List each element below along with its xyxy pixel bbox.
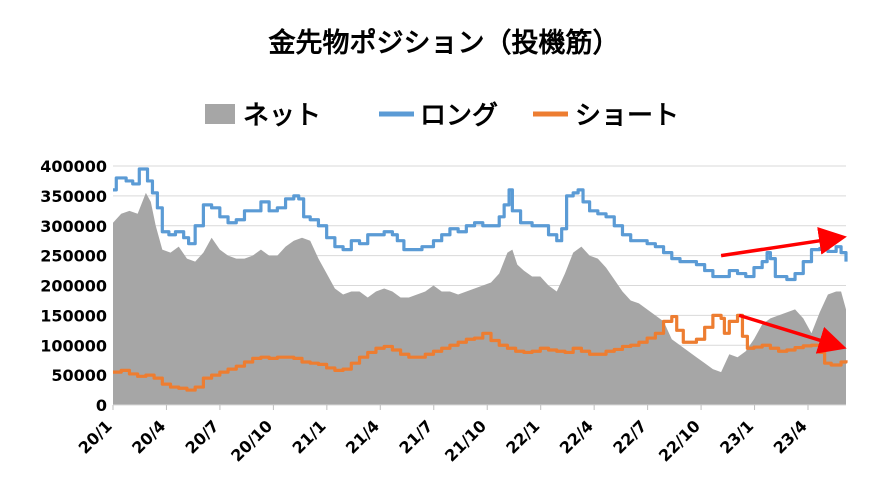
x-tick-label: 22/7 [609, 416, 650, 457]
y-tick-label: 350000 [40, 187, 107, 206]
y-tick-label: 300000 [40, 217, 107, 236]
x-tick-label: 23/4 [770, 416, 811, 457]
y-axis-ticks: 400000 350000 300000 250000 200000 150000 1000… [40, 157, 107, 415]
net-area [113, 192, 846, 405]
x-tick-label: 20/1 [75, 416, 116, 457]
x-tick-label: 21/1 [288, 416, 329, 457]
y-tick-label: 100000 [40, 336, 107, 355]
trend-arrow [738, 313, 847, 354]
legend-label-long: ロング [420, 101, 498, 131]
legend-label-net: ネット [243, 101, 321, 131]
legend-label-short: ショート [575, 101, 679, 131]
y-tick-label: 50000 [51, 366, 107, 385]
y-tick-label: 0 [96, 396, 107, 415]
x-tick-label: 20/7 [182, 416, 223, 457]
x-tick-label: 22/4 [556, 416, 597, 457]
x-tick-label: 20/4 [128, 416, 169, 457]
x-tick-label: 21/4 [342, 416, 383, 457]
y-tick-label: 400000 [40, 157, 107, 176]
legend: ネット ロング ショート [205, 101, 679, 131]
chart-title: 金先物ポジション（投機筋） [268, 27, 620, 59]
legend-swatch-net [205, 104, 235, 124]
x-tick-label: 21/7 [395, 416, 436, 457]
x-tick-label: 22/1 [502, 416, 543, 457]
x-tick-label: 23/1 [716, 416, 757, 457]
y-tick-label: 200000 [40, 277, 107, 296]
annotations [720, 226, 847, 354]
x-tick-label: 22/10 [655, 416, 704, 465]
net-area-series [113, 192, 846, 405]
x-tick-label: 21/10 [441, 416, 490, 465]
y-tick-label: 150000 [40, 306, 107, 325]
x-tick-label: 20/10 [227, 416, 276, 465]
x-axis-ticks: 20/1 20/4 20/7 20/10 21/1 21/4 21/7 21/10 22/1 22… [75, 405, 811, 465]
long-line [113, 167, 848, 282]
trend-arrow [720, 226, 847, 258]
y-tick-label: 250000 [40, 247, 107, 266]
